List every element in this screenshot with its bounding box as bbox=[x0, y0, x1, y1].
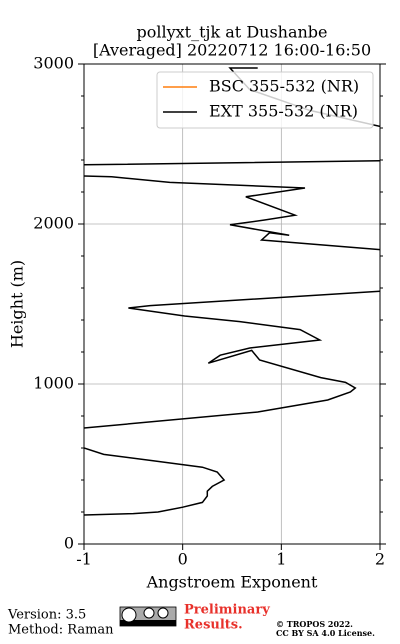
x-tick-label: -1 bbox=[76, 550, 92, 569]
method: Method: Raman bbox=[8, 623, 114, 638]
chart-title: pollyxt_tjk at Dushanbe bbox=[136, 23, 327, 42]
legend-label: BSC 355-532 (NR) bbox=[209, 77, 359, 96]
copyright: CC BY SA 4.0 License. bbox=[276, 628, 375, 638]
x-axis-label: Angstroem Exponent bbox=[146, 573, 318, 592]
copyright: © TROPOS 2022. bbox=[276, 619, 353, 629]
legend-box bbox=[156, 71, 374, 129]
preliminary-note: Preliminary bbox=[184, 603, 270, 618]
plot-frame bbox=[83, 63, 381, 545]
y-tick-label: 1000 bbox=[33, 374, 74, 393]
preliminary-note: Results. bbox=[184, 618, 243, 633]
y-tick-label: 0 bbox=[64, 534, 74, 553]
series-line bbox=[84, 67, 380, 516]
legend-label: EXT 355-532 (NR) bbox=[209, 102, 358, 121]
y-tick-label: 3000 bbox=[33, 54, 74, 73]
x-tick-label: 0 bbox=[178, 550, 188, 569]
chart-title: [Averaged] 20220712 16:00-16:50 bbox=[93, 41, 371, 60]
y-axis-label: Height (m) bbox=[8, 260, 27, 348]
version: Version: 3.5 bbox=[7, 608, 86, 623]
x-tick-label: 2 bbox=[375, 550, 385, 569]
cc-icon bbox=[119, 606, 177, 627]
x-tick-label: 1 bbox=[276, 550, 286, 569]
y-tick-label: 2000 bbox=[33, 214, 74, 233]
